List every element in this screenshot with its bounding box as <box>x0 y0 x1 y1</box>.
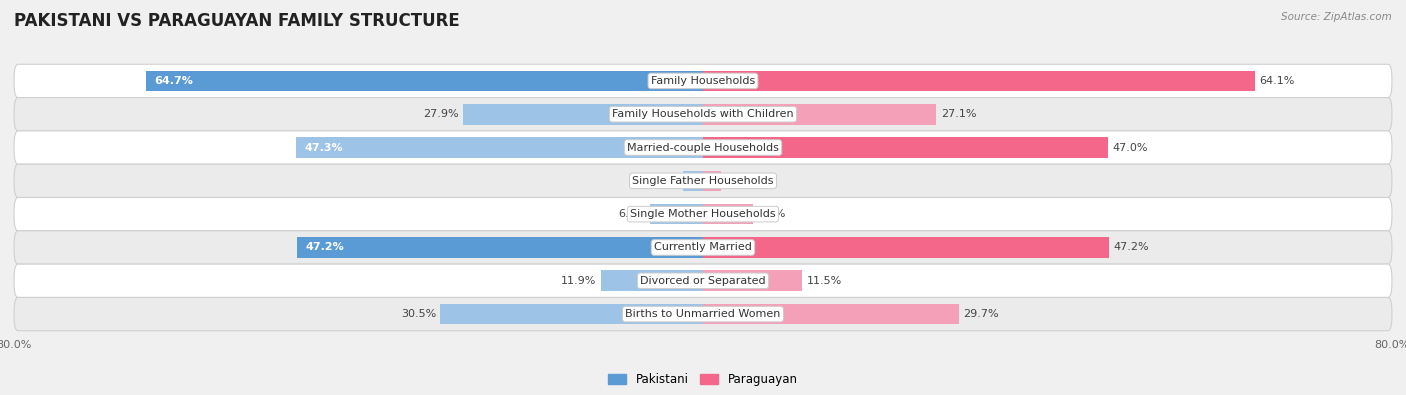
Text: Married-couple Households: Married-couple Households <box>627 143 779 152</box>
Bar <box>146 71 703 91</box>
Text: 47.3%: 47.3% <box>304 143 343 152</box>
Text: 47.2%: 47.2% <box>1114 243 1150 252</box>
Text: 2.3%: 2.3% <box>651 176 679 186</box>
Text: 29.7%: 29.7% <box>963 309 998 319</box>
Bar <box>703 137 1108 158</box>
Text: 47.2%: 47.2% <box>305 243 344 252</box>
FancyBboxPatch shape <box>14 131 1392 164</box>
Bar <box>703 104 936 124</box>
Text: 64.7%: 64.7% <box>155 76 193 86</box>
Text: 47.0%: 47.0% <box>1112 143 1147 152</box>
Bar <box>703 237 1109 258</box>
Bar <box>703 204 754 224</box>
Text: 11.5%: 11.5% <box>807 276 842 286</box>
Bar <box>703 271 801 291</box>
Text: 30.5%: 30.5% <box>401 309 436 319</box>
FancyBboxPatch shape <box>14 64 1392 98</box>
Text: 27.9%: 27.9% <box>423 109 458 119</box>
Bar <box>703 304 959 324</box>
Bar <box>703 171 721 191</box>
Text: Divorced or Separated: Divorced or Separated <box>640 276 766 286</box>
Text: PAKISTANI VS PARAGUAYAN FAMILY STRUCTURE: PAKISTANI VS PARAGUAYAN FAMILY STRUCTURE <box>14 12 460 30</box>
Bar <box>651 204 703 224</box>
Text: 11.9%: 11.9% <box>561 276 596 286</box>
FancyBboxPatch shape <box>14 231 1392 264</box>
Text: Currently Married: Currently Married <box>654 243 752 252</box>
Bar <box>295 137 703 158</box>
Text: Family Households with Children: Family Households with Children <box>612 109 794 119</box>
Bar <box>297 237 703 258</box>
Text: 64.1%: 64.1% <box>1260 76 1295 86</box>
Text: Source: ZipAtlas.com: Source: ZipAtlas.com <box>1281 12 1392 22</box>
Text: 5.8%: 5.8% <box>758 209 786 219</box>
Bar <box>463 104 703 124</box>
FancyBboxPatch shape <box>14 98 1392 131</box>
FancyBboxPatch shape <box>14 164 1392 198</box>
FancyBboxPatch shape <box>14 297 1392 331</box>
Text: Single Mother Households: Single Mother Households <box>630 209 776 219</box>
Legend: Pakistani, Paraguayan: Pakistani, Paraguayan <box>603 368 803 391</box>
Text: 6.1%: 6.1% <box>617 209 647 219</box>
Text: 2.1%: 2.1% <box>725 176 754 186</box>
FancyBboxPatch shape <box>14 198 1392 231</box>
Bar <box>440 304 703 324</box>
Text: 27.1%: 27.1% <box>941 109 976 119</box>
Bar <box>600 271 703 291</box>
FancyBboxPatch shape <box>14 264 1392 297</box>
Bar <box>683 171 703 191</box>
Bar <box>703 71 1256 91</box>
Text: Family Households: Family Households <box>651 76 755 86</box>
Text: Births to Unmarried Women: Births to Unmarried Women <box>626 309 780 319</box>
Text: Single Father Households: Single Father Households <box>633 176 773 186</box>
